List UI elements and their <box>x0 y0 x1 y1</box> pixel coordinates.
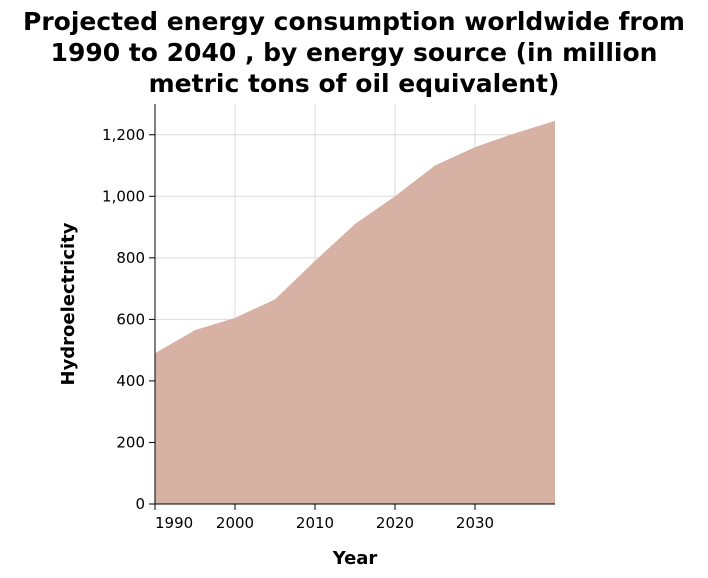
y-tick-label: 1,200 <box>102 126 145 144</box>
y-axis-ticks: 0 200 400 600 800 1,000 1,200 <box>102 126 155 513</box>
y-axis-label: Hydroelectricity <box>58 222 79 385</box>
chart-title-line-2: 1990 to 2040 , by energy source (in mill… <box>51 38 658 67</box>
x-tick-label: 1990 <box>155 514 193 532</box>
chart-title-line-3: metric tons of oil equivalent) <box>149 69 560 98</box>
axes <box>154 104 555 505</box>
y-tick-label: 200 <box>116 433 145 451</box>
area-series <box>155 120 555 504</box>
y-tick-label: 600 <box>116 310 145 328</box>
y-tick-label: 0 <box>135 495 145 513</box>
area-series-0 <box>155 120 555 504</box>
chart-title-line-1: Projected energy consumption worldwide f… <box>23 7 685 36</box>
x-tick-label: 2000 <box>216 514 254 532</box>
x-axis-label: Year <box>332 548 378 569</box>
x-tick-label: 2010 <box>296 514 334 532</box>
y-tick-label: 400 <box>116 372 145 390</box>
y-tick-label: 1,000 <box>102 187 145 205</box>
x-axis-ticks: 1990 2000 2010 2020 2030 <box>154 504 494 532</box>
x-tick-label: 2020 <box>376 514 414 532</box>
x-tick-label: 2030 <box>456 514 494 532</box>
y-tick-label: 800 <box>116 249 145 267</box>
